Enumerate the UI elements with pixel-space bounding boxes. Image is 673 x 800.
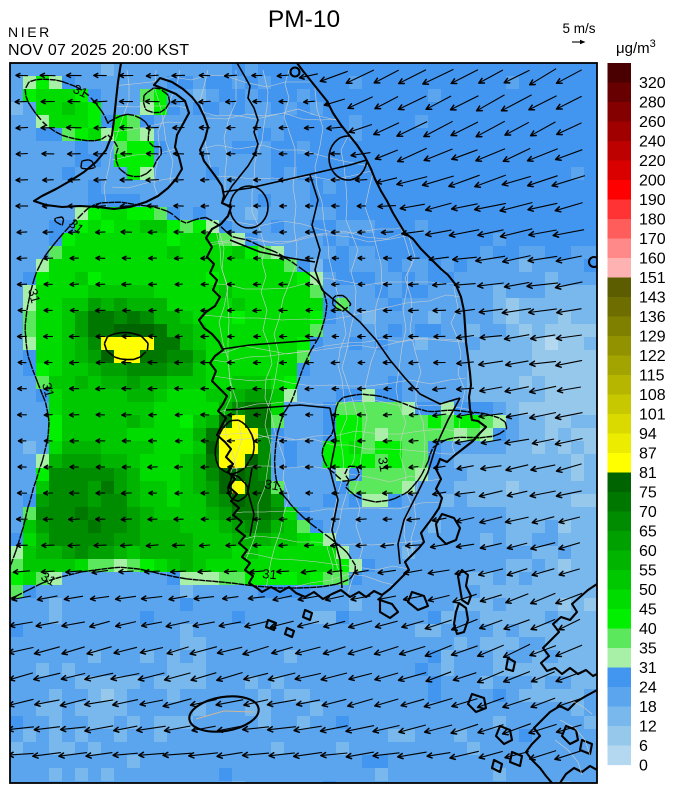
svg-text:115: 115 [639,368,665,385]
svg-text:81: 81 [639,465,657,482]
svg-text:260: 260 [639,114,666,131]
svg-text:18: 18 [639,699,657,716]
svg-text:5 m/s: 5 m/s [562,21,595,36]
svg-text:280: 280 [639,95,666,112]
svg-text:55: 55 [639,563,657,580]
svg-text:NIER: NIER [8,24,52,40]
svg-text:24: 24 [639,680,657,697]
svg-text:35: 35 [639,641,657,658]
svg-text:94: 94 [639,426,657,443]
svg-text:31: 31 [262,566,278,582]
svg-text:129: 129 [639,329,666,346]
svg-text:87: 87 [639,446,657,463]
svg-text:70: 70 [639,504,657,521]
svg-text:101: 101 [639,407,666,424]
svg-text:320: 320 [639,75,666,92]
svg-text:122: 122 [639,348,666,365]
svg-text:0: 0 [639,758,648,775]
svg-text:108: 108 [639,387,666,404]
svg-text:50: 50 [639,582,657,599]
svg-text:151: 151 [639,270,666,287]
svg-text:31: 31 [263,476,280,493]
svg-text:40: 40 [639,621,657,638]
svg-text:200: 200 [639,173,666,190]
svg-text:PM-10: PM-10 [268,6,340,33]
svg-text:45: 45 [639,602,657,619]
svg-text:240: 240 [639,134,666,151]
svg-text:31: 31 [639,660,657,677]
svg-text:143: 143 [639,290,666,307]
svg-text:12: 12 [639,719,657,736]
svg-text:65: 65 [639,524,657,541]
svg-text:NOV 07 2025 20:00 KST: NOV 07 2025 20:00 KST [8,42,189,59]
svg-text:31: 31 [375,456,392,473]
svg-text:170: 170 [639,231,666,248]
svg-text:220: 220 [639,153,666,170]
svg-text:190: 190 [639,192,666,209]
svg-text:180: 180 [639,212,666,229]
svg-text:6: 6 [639,738,648,755]
svg-text:75: 75 [639,485,657,502]
svg-text:160: 160 [639,251,666,268]
svg-text:136: 136 [639,309,666,326]
svg-text:60: 60 [639,543,657,560]
